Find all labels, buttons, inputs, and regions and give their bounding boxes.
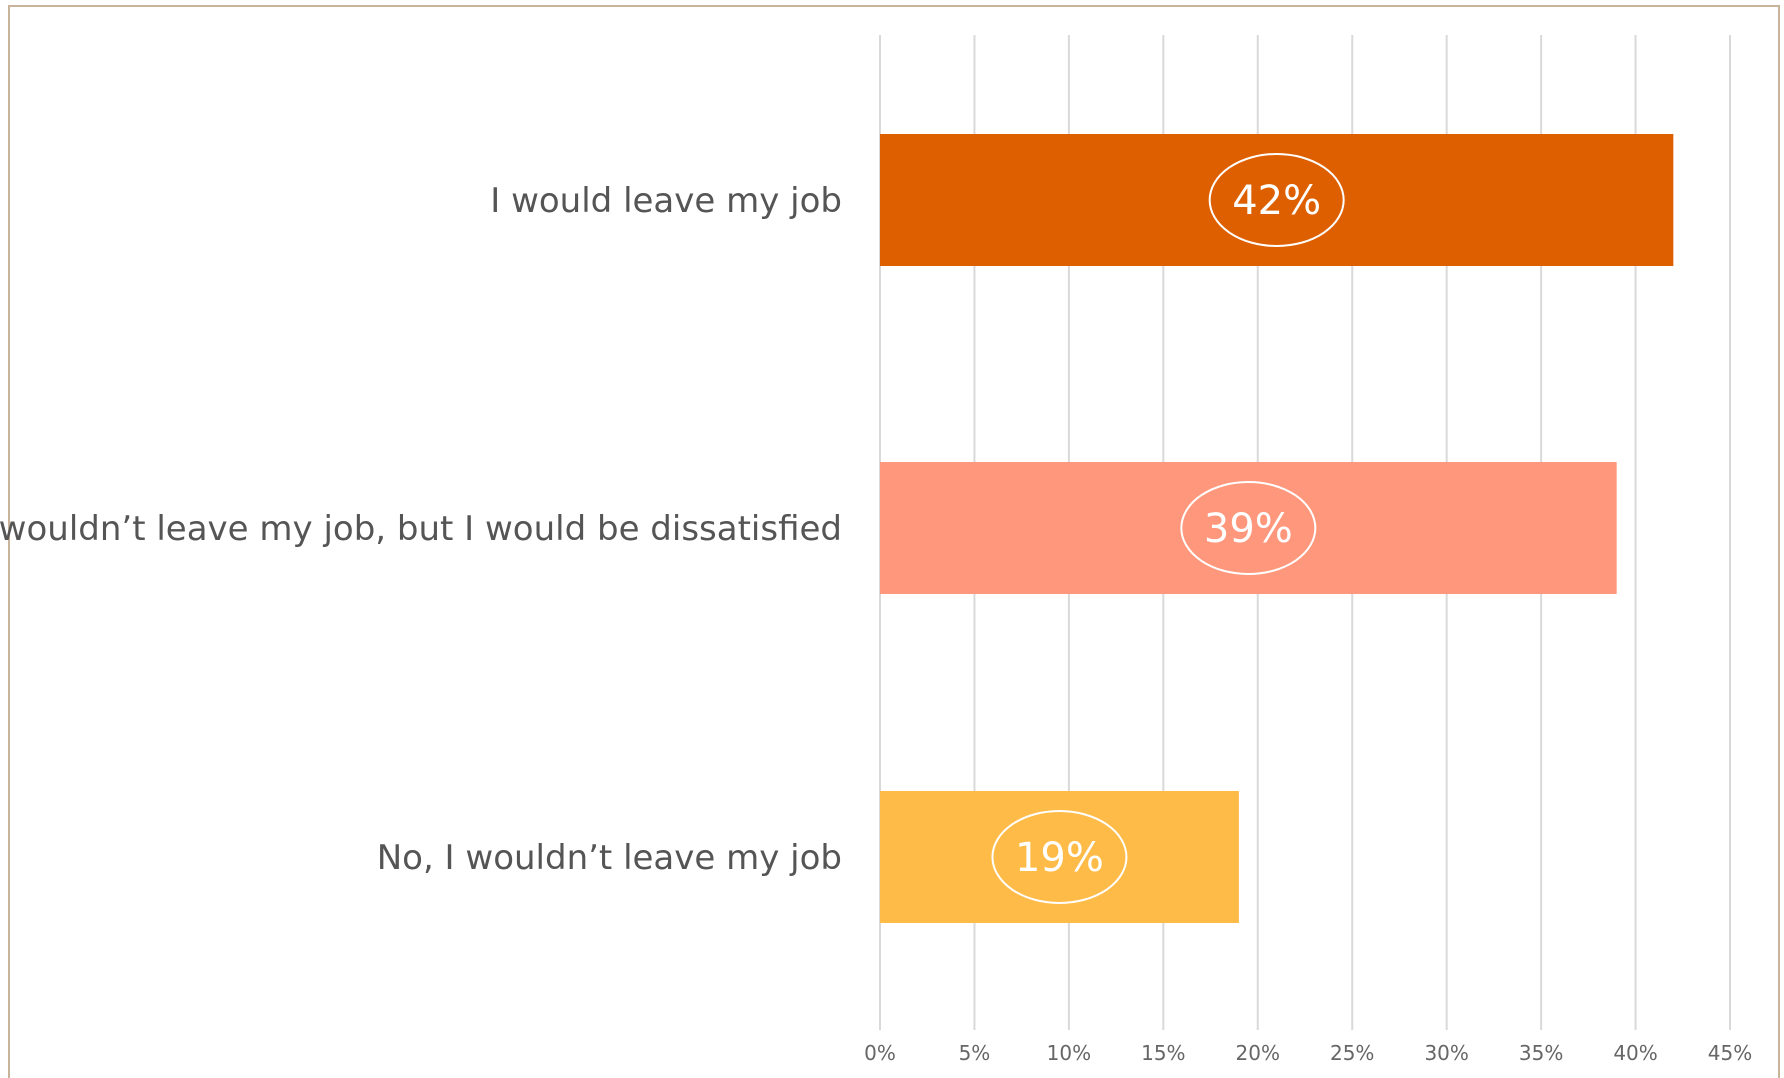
- bar: [880, 791, 1239, 923]
- x-tick-label: 25%: [1330, 1041, 1374, 1065]
- x-tick-label: 35%: [1519, 1041, 1563, 1065]
- x-tick-label: 20%: [1236, 1041, 1280, 1065]
- data-label: 19%: [1015, 835, 1104, 881]
- category-label: I wouldn’t leave my job, but I would be …: [0, 509, 842, 549]
- x-tick-label: 40%: [1613, 1041, 1657, 1065]
- bar: [880, 462, 1617, 594]
- x-tick-label: 5%: [959, 1041, 991, 1065]
- category-label: No, I wouldn’t leave my job: [377, 838, 842, 878]
- x-tick-label: 30%: [1424, 1041, 1468, 1065]
- data-label-ellipse: [1208, 153, 1345, 247]
- data-label: 39%: [1204, 506, 1293, 552]
- x-tick-label: 45%: [1708, 1041, 1752, 1065]
- x-tick-label: 15%: [1141, 1041, 1185, 1065]
- category-label: I would leave my job: [490, 181, 842, 221]
- x-tick-label: 0%: [864, 1041, 896, 1065]
- data-label-ellipse: [1180, 481, 1317, 575]
- x-tick-label: 10%: [1047, 1041, 1091, 1065]
- data-label: 42%: [1232, 178, 1321, 224]
- data-label-ellipse: [991, 810, 1128, 904]
- bar: [880, 134, 1674, 266]
